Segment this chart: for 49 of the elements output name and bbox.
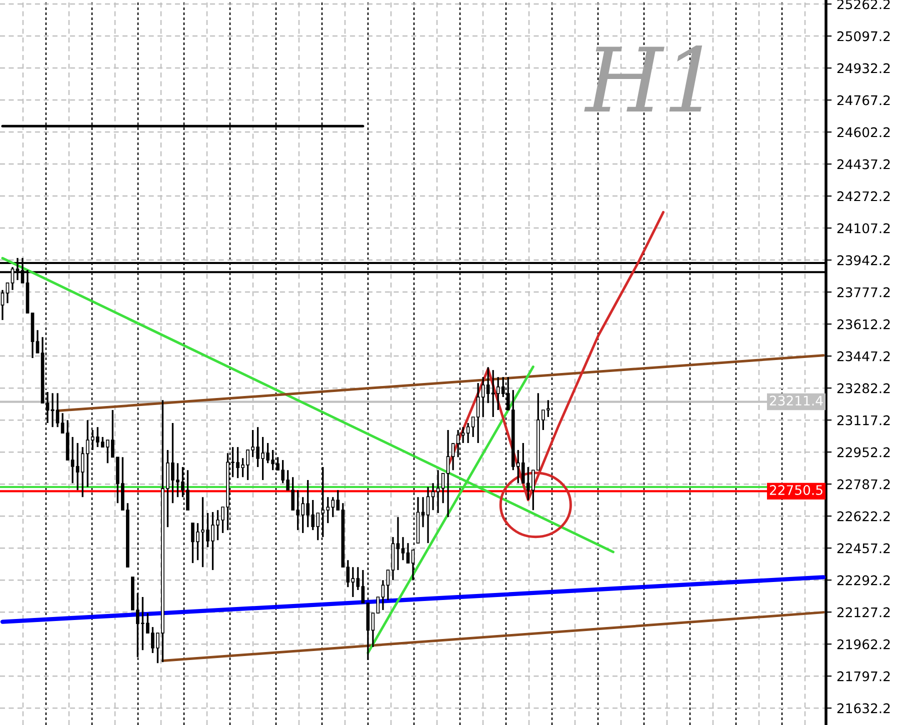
candlestick	[401, 536, 405, 561]
y-tick-label: 22292.2	[837, 575, 890, 586]
y-tick-label: 24272.2	[837, 191, 890, 202]
y-tick-label: 22787.2	[837, 479, 890, 490]
y-tick-label: 23282.2	[837, 383, 890, 394]
candlestick	[361, 569, 365, 604]
ref-line-label: 22750.5	[770, 485, 822, 496]
y-tick-label: 22622.2	[837, 511, 890, 522]
candlestick	[426, 486, 430, 544]
candlestick	[446, 429, 450, 518]
y-tick-label: 23117.2	[837, 415, 890, 426]
candlestick	[396, 516, 400, 571]
y-tick-label: 24107.2	[837, 223, 890, 234]
y-tick-label: 21632.2	[837, 703, 890, 714]
y-tick-label: 23777.2	[837, 287, 890, 298]
candlestick	[451, 442, 455, 471]
candlestick	[356, 566, 360, 591]
candlestick	[476, 382, 480, 444]
y-tick-label: 21797.2	[837, 671, 890, 682]
candlestick	[60, 412, 64, 434]
candlestick	[346, 559, 350, 588]
y-tick-label: 23612.2	[837, 319, 890, 330]
y-tick-label: 22457.2	[837, 543, 890, 554]
candlestick	[381, 579, 385, 611]
ref-line-label: 23211.4	[770, 396, 823, 406]
y-tick-label: 24767.2	[837, 95, 890, 106]
y-tick-label: 23942.2	[837, 255, 890, 266]
candlestick	[421, 496, 425, 528]
y-tick-label: 23447.2	[837, 351, 890, 362]
y-tick-label: 24932.2	[837, 63, 890, 74]
candlestick	[351, 566, 355, 598]
candlestick	[406, 542, 410, 564]
candlestick	[386, 569, 390, 601]
candlestick	[466, 422, 470, 444]
candlestick	[36, 329, 40, 354]
y-tick-label: 22952.2	[837, 447, 890, 458]
candlestick	[371, 612, 375, 648]
candlestick	[441, 472, 445, 504]
y-tick-label: 22127.2	[837, 607, 890, 618]
candlestick	[376, 596, 380, 614]
annotation: H1	[584, 46, 702, 112]
y-tick-label: 24602.2	[837, 127, 890, 138]
candlestick	[6, 282, 10, 304]
candlestick	[0, 289, 4, 321]
y-tick-label: 25097.2	[837, 31, 890, 42]
candlestick	[490, 369, 496, 418]
candlestick	[471, 416, 475, 438]
y-tick-label: 21962.2	[837, 639, 890, 650]
y-tick-label: 24437.2	[837, 159, 890, 170]
